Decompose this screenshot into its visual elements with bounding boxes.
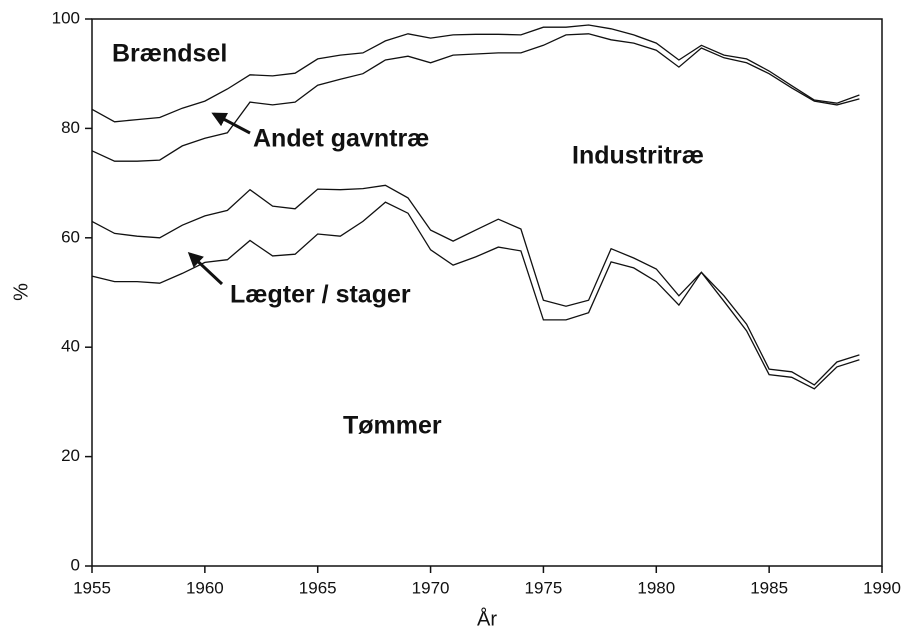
arrow <box>211 112 251 135</box>
series-label: Andet gavntræ <box>253 125 429 153</box>
x-tick-label: 1955 <box>73 578 111 597</box>
x-tick-label: 1960 <box>186 578 224 597</box>
y-axis-label: % <box>10 283 32 301</box>
series-label: Tømmer <box>343 412 442 440</box>
series-line <box>91 24 860 123</box>
x-tick-label: 1965 <box>299 578 337 597</box>
series-line <box>91 33 860 162</box>
arrow <box>187 251 224 286</box>
series-label: Lægter / stager <box>230 281 411 309</box>
x-tick-label: 1975 <box>525 578 563 597</box>
series-line <box>91 201 860 390</box>
annotation: Brændsel <box>112 40 227 68</box>
y-tick-label: 100 <box>52 8 80 27</box>
x-axis-label: År <box>477 607 497 630</box>
x-tick-label: 1990 <box>863 578 901 597</box>
y-tick-label: 60 <box>61 227 80 246</box>
series-label: Industritræ <box>572 142 704 170</box>
x-tick-label: 1970 <box>412 578 450 597</box>
y-tick-label: 0 <box>71 555 80 574</box>
plot-frame <box>91 18 883 567</box>
y-tick-label: 40 <box>61 337 80 356</box>
x-tick-label: 1980 <box>637 578 675 597</box>
series-line <box>91 184 860 386</box>
y-tick-label: 20 <box>61 446 80 465</box>
y-tick-label: 80 <box>61 118 80 137</box>
x-tick-label: 1985 <box>750 578 788 597</box>
